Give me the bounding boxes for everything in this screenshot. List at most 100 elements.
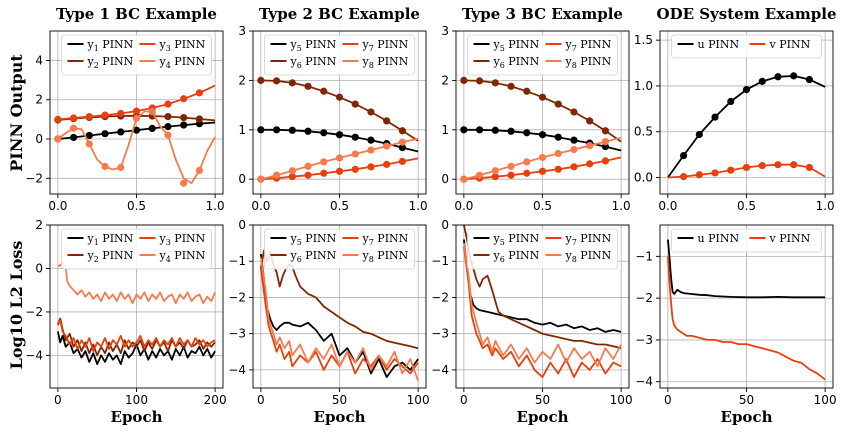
legend-label-rest: PINN [302,55,337,68]
legend-label: y6 PINN [290,55,337,70]
legend-label-rest: PINN [505,249,540,262]
series-point [272,126,281,134]
series-point [475,77,484,85]
plot-frame [659,224,834,389]
series-point [367,146,375,154]
legend-label-sub: 7 [369,44,374,53]
legend-label-rest: PINN [171,38,206,51]
series-point [460,76,468,84]
series-point [570,108,578,116]
series-point [148,124,156,133]
y-tick-label: −2 [431,290,449,304]
x-tick-label: 200 [204,393,227,407]
legend-label: y1 PINN [87,232,134,247]
legend-box [61,228,212,270]
legend-label-rest: PINN [99,55,134,68]
legend-label-sub: 8 [369,61,374,70]
series-point [601,157,610,165]
y-tick-label: 0 [441,172,449,186]
series-point [805,163,814,172]
legend-label-sub: 3 [166,44,171,53]
series-line-2 [463,225,622,350]
legend-label: y8 PINN [362,249,409,264]
series-point [554,133,562,141]
x-tick-label: 0 [460,393,468,407]
series-point [523,129,531,137]
series-point [507,171,515,179]
row-label-bottom: Log10 L2 Loss [7,241,26,370]
legend-label-base: y [362,232,370,245]
legend-label-sub: 5 [297,44,302,53]
legend-label-base: y [290,249,298,262]
plot-area [257,76,419,183]
series-point [774,161,782,169]
series-point [742,86,751,94]
y-tick-label: 3 [238,24,246,38]
legend-label-sub: 5 [297,238,302,247]
legend-label-base: y [87,38,95,51]
series-point [180,114,188,122]
series-point [805,75,814,84]
legend-label-rest: PINN [99,232,134,245]
legend-label-sub: 6 [500,255,505,264]
legend-box [61,34,212,76]
plot-frame [252,30,427,195]
series-point [398,157,407,165]
series-point [475,126,484,134]
y-tick-label: −4 [635,375,653,389]
legend-label: y4 PINN [159,249,206,264]
x-tick-label: 0.0 [251,199,270,213]
series-point [570,145,578,154]
series-point [288,167,296,175]
legend-box [467,228,618,270]
legend-label-rest: PINN [505,232,540,245]
series-point [304,171,312,179]
y-tick-label: 0 [238,218,246,232]
y-tick-label: −4 [431,363,449,377]
series-point [164,113,172,121]
legend-label-rest: PINN [302,249,337,262]
series-point [491,126,499,134]
plot-frame [252,224,427,389]
legend-label: y8 PINN [362,55,409,70]
legend-label-base: y [159,55,167,68]
x-tick-label: 1.0 [206,199,225,213]
legend-label-rest: PINN [171,55,206,68]
plot-area [57,262,216,366]
row-label-top: PINN Output [7,54,26,172]
y-tick-label: 1.5 [634,33,653,47]
y-tick-label: 0.5 [634,125,653,139]
legend-label-rest: PINN [99,249,134,262]
legend-label-sub: 4 [166,61,171,70]
legend-label-sub: 6 [297,61,302,70]
series-point [351,100,359,108]
series-point [790,161,798,169]
x-tick-label: 0.5 [737,199,756,213]
series-point [679,151,688,160]
series-point [570,136,578,144]
series-line-1 [260,253,419,379]
legend-label: y7 PINN [565,232,612,247]
legend-label: y3 PINN [159,232,206,247]
legend-label-sub: 6 [297,255,302,264]
x-tick-label: 100 [610,393,633,407]
series-point [601,138,610,146]
series-point [148,107,156,116]
series-point [85,131,93,140]
legend-label: y7 PINN [362,38,409,53]
series-point [320,158,328,166]
series-point [272,77,281,85]
chart-title: Type 1 BC Example [56,5,217,23]
series-point [398,138,407,146]
legend-box [467,34,618,76]
series-point [554,165,562,173]
legend-label: y7 PINN [565,38,612,53]
series-point [758,162,766,170]
legend-label: y8 PINN [565,55,612,70]
series-point [460,126,468,134]
x-tick-label: 1.0 [409,199,428,213]
series-line-1 [667,239,826,299]
